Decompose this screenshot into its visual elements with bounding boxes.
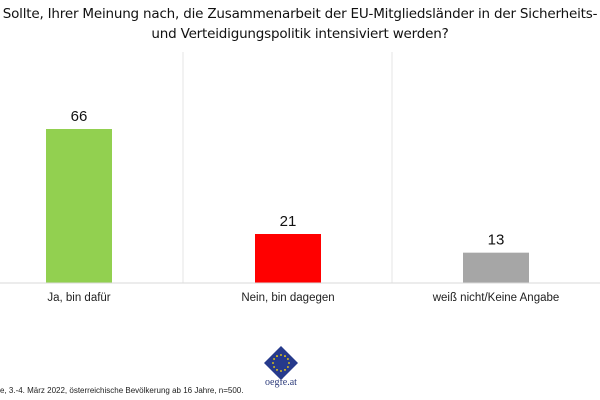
star-icon [273,358,275,360]
star-icon [273,366,275,368]
chart-title: Sollte, Ihrer Meinung nach, die Zusammen… [2,6,598,42]
data-label: 21 [280,213,297,230]
star-icon [280,370,282,372]
eu-logo [264,346,298,380]
star-icon [276,369,278,371]
category-label: weiß nicht/Keine Angabe [432,292,560,304]
bar [463,252,529,283]
star-icon [288,362,290,364]
eu-diamond-icon [264,346,298,380]
bar [46,129,112,283]
star-icon [284,369,286,371]
star-icon [287,366,289,368]
star-icon [272,362,274,364]
star-icon [287,358,289,360]
bar [255,234,321,283]
category-label: Nein, bin dagegen [241,292,334,304]
category-label: Ja, bin dafür [47,292,110,304]
source-note: e, 3.-4. März 2022, österreichische Bevö… [0,386,244,395]
data-label: 13 [488,232,505,249]
star-icon [284,355,286,357]
star-icon [276,355,278,357]
star-icon [280,354,282,356]
data-label: 66 [71,108,88,125]
logo-text: oegfe.at [265,377,297,388]
